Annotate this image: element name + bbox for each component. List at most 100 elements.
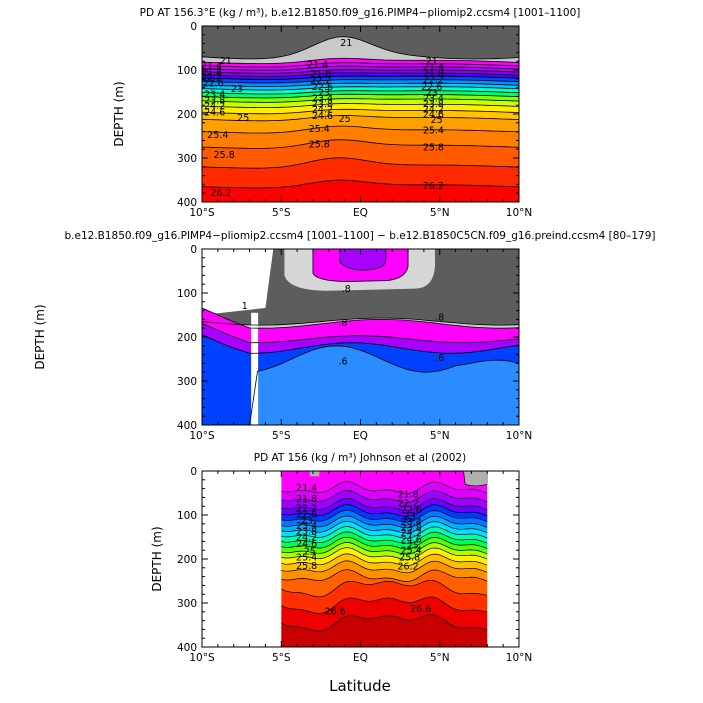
panel-3-contour <box>281 553 488 567</box>
contour-label: 23 <box>404 511 416 522</box>
contour-label: 21 <box>426 57 438 68</box>
panel-1-ylabel: DEPTH (m) <box>112 81 126 146</box>
x-tick-label: 5°S <box>272 207 291 219</box>
panel-2-title: b.e12.B1850.f09_g16.PIMP4−pliomip2.ccsm4… <box>65 230 656 242</box>
contour-label: 22.6 <box>296 510 317 521</box>
panel-3-contour-lines <box>202 471 519 647</box>
panel-3-contour <box>281 614 488 632</box>
contour-label: .8 <box>339 318 348 329</box>
panel-3-contour <box>281 490 488 503</box>
contour-label: 21.8 <box>397 489 418 500</box>
contour-label: 24.2 <box>204 101 225 112</box>
panel-3-contour <box>281 579 488 598</box>
contour-label: .6 <box>435 353 444 364</box>
panel-2-band <box>339 249 387 271</box>
x-tick-label: 10°N <box>506 207 532 219</box>
contour-label: 25 <box>237 113 249 124</box>
y-tick-label: 0 <box>190 466 197 478</box>
contour-label: 21.8 <box>423 69 444 80</box>
contour-label: 21.4 <box>307 60 328 71</box>
contour-label: 23.8 <box>312 99 333 110</box>
contour-label: 25.8 <box>214 150 235 161</box>
panel-2-missing-column <box>251 312 259 425</box>
panel-1-contour <box>202 108 519 115</box>
panel-1-contour-labels: 21212121.421.822.222.62323.423.824.224.6… <box>201 38 444 199</box>
panel-3-contour <box>281 481 488 494</box>
panel-2-contour-labels: .8 1 .8 .6 .8 .6 <box>242 284 445 368</box>
panel-3-contour <box>281 569 488 582</box>
panel-3-contour <box>281 526 488 539</box>
contour-label: 21.4 <box>423 62 444 73</box>
panel-1-contour <box>202 36 519 60</box>
panel-2-contour-lines <box>202 307 519 425</box>
contour-label: 25.4 <box>423 125 444 136</box>
panel-1-contour <box>202 179 519 189</box>
panel-1: PD AT 156.3°E (kg / m³), b.e12.B1850.f09… <box>112 7 580 219</box>
contour-label: 25.8 <box>309 139 330 150</box>
contour-label: 26.2 <box>210 188 231 199</box>
contour-label: 22.6 <box>401 505 422 516</box>
contour-label: 23.8 <box>204 95 225 106</box>
contour-label: 26.6 <box>410 604 431 615</box>
panel-3-contour <box>281 560 488 574</box>
contour-label: 21.8 <box>201 67 222 78</box>
panel-1-contour <box>202 79 519 84</box>
contour-label: 24.6 <box>401 534 422 545</box>
contour-label: 25.4 <box>309 124 330 135</box>
x-tick-label: 10°N <box>506 652 532 664</box>
panel-1-contour <box>202 86 519 91</box>
panel-1-contour <box>202 72 519 77</box>
contour-label: 23 <box>301 516 313 527</box>
x-tick-label: 5°S <box>272 430 291 442</box>
contour-label: 25.8 <box>423 143 444 154</box>
contour-label: 24.6 <box>312 111 333 122</box>
panel-3-contour <box>281 515 488 529</box>
contour-label: 24.6 <box>204 107 225 118</box>
y-tick-label: 100 <box>177 65 197 77</box>
y-tick-label: 200 <box>177 554 197 566</box>
x-tick-label: EQ <box>353 207 368 219</box>
y-tick-label: 400 <box>177 642 197 654</box>
contour-label: 21.4 <box>296 483 317 494</box>
contour-label: 25.4 <box>207 130 228 141</box>
panel-1-contour <box>202 115 519 122</box>
contour-label: 23.8 <box>296 526 317 537</box>
contour-label: 26.2 <box>397 562 418 573</box>
contour-label: 22.2 <box>201 73 222 84</box>
panel-1-contour <box>202 103 519 108</box>
panel-3-contour <box>281 531 488 545</box>
contour-label: 21 <box>340 38 352 49</box>
x-tick-label: 10°S <box>189 207 215 219</box>
panel-3-band <box>463 471 488 487</box>
contour-label: 23.4 <box>423 94 444 105</box>
panel-2-contour <box>202 317 519 326</box>
panel-2-ticks: 10°S 5°S EQ 5°N 10°N 0 100 200 300 400 <box>177 244 532 442</box>
x-tick-label: EQ <box>353 652 368 664</box>
x-tick-label: 5°N <box>430 652 450 664</box>
contour-label: 22.6 <box>312 82 333 93</box>
y-tick-label: 300 <box>177 376 197 388</box>
panel-3-ticks: 10°S 5°S EQ 5°N 10°N 0 100 200 300 400 <box>177 466 532 664</box>
contour-label: 25 <box>304 547 316 558</box>
x-tick-label: 10°S <box>189 652 215 664</box>
contour-label: 26.2 <box>423 181 444 192</box>
x-tick-label: EQ <box>353 430 368 442</box>
contour-label: .8 <box>342 284 351 295</box>
x-tick-label: 5°N <box>430 430 450 442</box>
panel-1-title: PD AT 156.3°E (kg / m³), b.e12.B1850.f09… <box>140 7 581 19</box>
panel-3-no-data-left <box>202 471 282 647</box>
panel-1-fill <box>202 26 519 202</box>
contour-label: 24.6 <box>423 110 444 121</box>
y-tick-label: 300 <box>177 598 197 610</box>
panel-2: b.e12.B1850.f09_g16.PIMP4−pliomip2.ccsm4… <box>33 230 655 442</box>
contour-label: 22.2 <box>397 499 418 510</box>
contour-label: 21.4 <box>201 61 222 72</box>
panel-3-band <box>281 614 488 647</box>
x-axis-label: Latitude <box>329 677 391 695</box>
panel-2-contour <box>202 334 519 354</box>
x-tick-label: 5°N <box>430 207 450 219</box>
contour-label: 24.2 <box>401 528 422 539</box>
contour-label: 1 <box>242 301 248 312</box>
panel-1-contour <box>202 98 519 103</box>
panel-3-contour <box>281 536 488 550</box>
